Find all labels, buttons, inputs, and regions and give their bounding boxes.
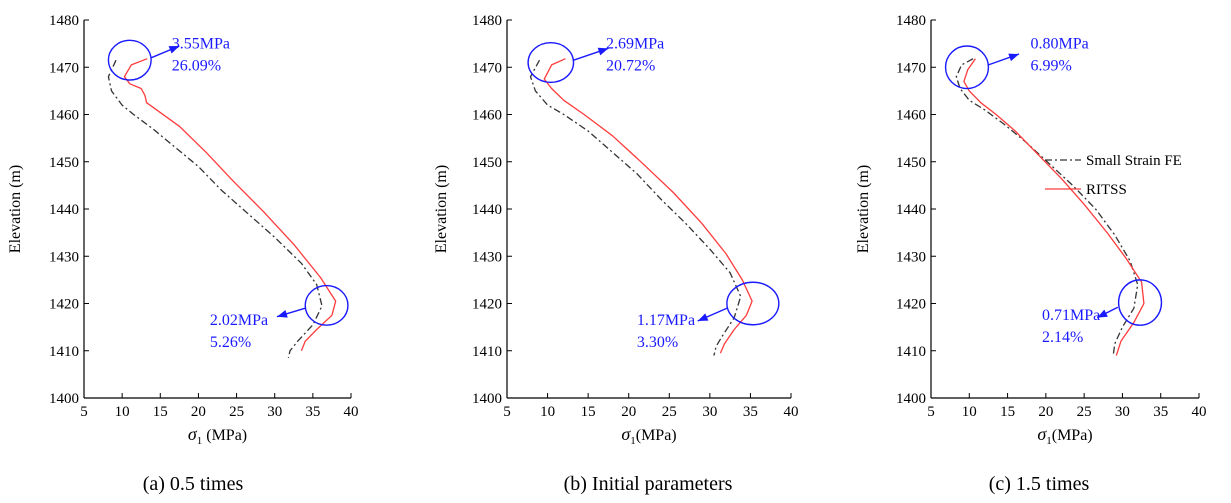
- y-tick-label: 1420: [49, 297, 79, 313]
- x-tick-label: 25: [229, 404, 244, 420]
- chart-panel-2: 5 10 15 20 25 30 35 40 1400 1410 1420 1430 1440 1450 1…: [433, 13, 799, 495]
- y-tick-label: 1440: [472, 202, 502, 218]
- x-tick-label: 10: [115, 404, 130, 420]
- x-tick-label: 25: [1077, 404, 1092, 420]
- annotation-arrowhead: [697, 313, 709, 321]
- x-tick-label: 35: [305, 404, 320, 420]
- x-tick-label: 10: [962, 404, 977, 420]
- y-tick-label: 1410: [472, 344, 502, 360]
- y-tick-label: 1470: [49, 60, 79, 76]
- y-tick-label: 1410: [49, 344, 79, 360]
- y-axis-label: Elevation (m): [433, 165, 450, 253]
- panel-caption: (c) 1.5 times: [989, 473, 1090, 495]
- legend-label-small-strain: Small Strain FE: [1086, 153, 1182, 169]
- annotation-stress-diff: 1.17MPa: [637, 312, 695, 329]
- x-tick-label: 10: [540, 404, 555, 420]
- y-tick-label: 1420: [896, 297, 926, 313]
- x-tick-label: 40: [784, 404, 799, 420]
- annotation-stress-diff: 3.55MPa: [172, 35, 230, 52]
- x-tick-label: 40: [344, 404, 359, 420]
- chart-panel-3: 5 10 15 20 25 30 35 40 1400 1410 1420 1430 1440 1450 1…: [855, 13, 1207, 495]
- annotation-circle: [304, 284, 349, 326]
- x-tick-label: 40: [1192, 404, 1207, 420]
- y-axis-label: Elevation (m): [7, 165, 24, 253]
- y-tick-label: 1460: [472, 108, 502, 124]
- y-tick-label: 1480: [472, 13, 502, 29]
- annotation-arrowhead: [597, 47, 609, 56]
- legend-label-ritss: RITSS: [1086, 182, 1127, 198]
- x-tick-label: 30: [267, 404, 282, 420]
- x-tick-label: 30: [1115, 404, 1130, 420]
- y-tick-label: 1430: [49, 249, 79, 265]
- annotation-circle: [944, 45, 990, 90]
- y-tick-label: 1410: [896, 344, 926, 360]
- x-tick-label: 15: [153, 404, 168, 420]
- panel-caption: (a) 0.5 times: [143, 473, 244, 495]
- x-tick-label: 15: [1000, 404, 1015, 420]
- y-tick-label: 1400: [896, 391, 926, 407]
- x-tick-label: 30: [702, 404, 717, 420]
- series-line-small-strain: [107, 59, 323, 358]
- y-tick-label: 1430: [896, 249, 926, 265]
- x-tick-label: 5: [927, 404, 935, 420]
- series-line-ritss: [123, 58, 337, 352]
- annotation-stress-diff: 0.71MPa: [1042, 307, 1100, 324]
- y-tick-label: 1400: [49, 391, 79, 407]
- annotation-percent: 2.14%: [1042, 329, 1083, 346]
- annotation-arrowhead: [1008, 53, 1020, 62]
- x-axis-label: σ1(MPa): [1037, 424, 1092, 447]
- x-tick-label: 20: [1038, 404, 1053, 420]
- annotation-percent: 20.72%: [606, 57, 655, 74]
- x-tick-label: 35: [743, 404, 758, 420]
- x-tick-label: 15: [581, 404, 596, 420]
- y-tick-label: 1400: [472, 391, 502, 407]
- annotation-percent: 26.09%: [172, 57, 221, 74]
- y-tick-label: 1440: [49, 202, 79, 218]
- annotation-percent: 3.30%: [637, 334, 678, 351]
- x-tick-label: 5: [80, 404, 88, 420]
- chart-panel-1: 5 10 15 20 25 30 35 40 1400 1410 1420 1430 1440 1450 1…: [7, 13, 359, 495]
- series-line-ritss: [963, 58, 1145, 356]
- x-tick-label: 25: [662, 404, 677, 420]
- y-tick-label: 1420: [472, 297, 502, 313]
- annotation-stress-diff: 2.69MPa: [606, 35, 664, 52]
- y-tick-label: 1470: [472, 60, 502, 76]
- y-tick-label: 1450: [896, 155, 926, 171]
- y-tick-label: 1440: [896, 202, 926, 218]
- y-tick-label: 1460: [49, 108, 79, 124]
- x-axis-label: σ1 (MPa): [188, 424, 247, 447]
- x-tick-label: 20: [621, 404, 636, 420]
- series-line-small-strain: [529, 59, 742, 356]
- x-tick-label: 35: [1153, 404, 1168, 420]
- y-tick-label: 1480: [49, 13, 79, 29]
- annotation-circle: [527, 41, 575, 84]
- y-tick-label: 1430: [472, 249, 502, 265]
- y-tick-label: 1450: [472, 155, 502, 171]
- annotation-stress-diff: 0.80MPa: [1031, 35, 1089, 52]
- y-tick-label: 1470: [896, 60, 926, 76]
- y-axis-label: Elevation (m): [855, 165, 872, 253]
- annotation-arrowhead: [1097, 309, 1108, 318]
- annotation-stress-diff: 2.02MPa: [210, 312, 268, 329]
- x-tick-label: 5: [503, 404, 511, 420]
- panel-caption: (b) Initial parameters: [564, 473, 733, 495]
- y-tick-label: 1480: [896, 13, 926, 29]
- annotation-circle: [107, 39, 152, 81]
- annotation-arrowhead: [168, 45, 180, 54]
- x-axis-label: σ1(MPa): [621, 424, 676, 447]
- annotation-percent: 5.26%: [210, 334, 251, 351]
- series-line-ritss: [543, 58, 753, 354]
- annotation-arrowhead: [277, 310, 288, 318]
- annotation-circle: [1117, 279, 1163, 326]
- annotation-percent: 6.99%: [1031, 57, 1072, 74]
- y-tick-label: 1450: [49, 155, 79, 171]
- y-tick-label: 1460: [896, 108, 926, 124]
- annotation-circle: [726, 281, 780, 326]
- x-tick-label: 20: [191, 404, 206, 420]
